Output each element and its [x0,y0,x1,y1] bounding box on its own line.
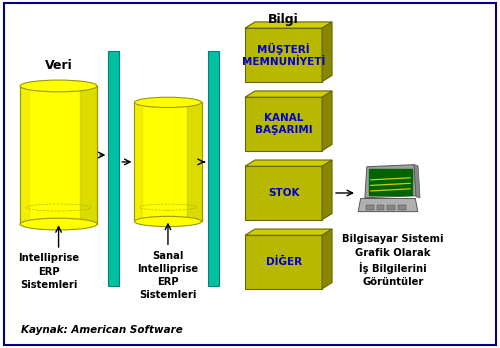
Polygon shape [376,205,384,210]
Text: KANAL
BAŞARIMI: KANAL BAŞARIMI [255,113,312,135]
Ellipse shape [134,216,202,227]
Polygon shape [245,160,332,166]
Bar [245,97,322,151]
Polygon shape [245,91,332,97]
Polygon shape [365,165,416,198]
Ellipse shape [20,80,97,92]
Bar [108,52,119,286]
Text: Bilgi: Bilgi [268,14,298,26]
Polygon shape [20,86,30,224]
Text: Veri: Veri [44,59,72,72]
Polygon shape [322,22,332,82]
Bar [245,28,322,82]
Ellipse shape [134,97,202,108]
Polygon shape [322,160,332,220]
Text: Bilgisayar Sistemi
Grafik Olarak
İş Bilgilerini
Görüntüler: Bilgisayar Sistemi Grafik Olarak İş Bilg… [342,235,444,287]
Polygon shape [366,205,374,210]
Polygon shape [369,169,412,195]
Text: Intelliprise
ERP
Sistemleri: Intelliprise ERP Sistemleri [18,253,79,290]
Polygon shape [134,102,142,221]
Ellipse shape [20,218,97,230]
Bar [134,102,202,221]
Polygon shape [398,205,406,210]
Text: DİĞER: DİĞER [266,257,302,267]
Text: Sanal
Intelliprise
ERP
Sistemleri: Sanal Intelliprise ERP Sistemleri [138,251,198,300]
Text: STOK: STOK [268,188,300,198]
Polygon shape [322,91,332,151]
Polygon shape [388,205,396,210]
Bar [245,166,322,220]
Polygon shape [80,86,97,224]
Polygon shape [414,165,420,198]
Bar [245,235,322,289]
Polygon shape [245,22,332,28]
Bar [20,86,97,224]
Polygon shape [187,102,202,221]
Text: MÜŞTERİ
MEMNUNİYETİ: MÜŞTERİ MEMNUNİYETİ [242,43,326,67]
Text: Kaynak: American Software: Kaynak: American Software [22,325,183,334]
Polygon shape [358,198,418,212]
Bar [208,52,218,286]
Polygon shape [245,229,332,235]
Polygon shape [322,229,332,289]
